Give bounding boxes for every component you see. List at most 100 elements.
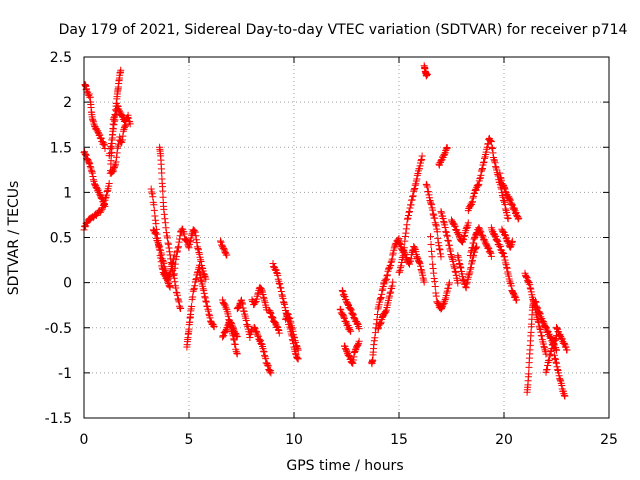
data-point bbox=[113, 153, 121, 161]
data-point bbox=[439, 215, 447, 223]
data-point bbox=[514, 215, 522, 223]
data-point bbox=[204, 305, 212, 313]
data-point bbox=[505, 272, 513, 280]
data-point bbox=[378, 286, 386, 294]
data-point bbox=[478, 164, 486, 172]
data-point bbox=[444, 236, 452, 244]
data-point bbox=[273, 323, 281, 331]
data-point bbox=[230, 335, 238, 343]
data-point bbox=[387, 261, 395, 269]
data-point bbox=[186, 238, 194, 246]
data-point bbox=[469, 256, 476, 264]
data-point bbox=[450, 263, 458, 271]
data-point bbox=[377, 294, 385, 302]
data-point bbox=[438, 209, 446, 217]
data-point bbox=[264, 361, 272, 369]
data-point bbox=[201, 272, 209, 280]
data-point bbox=[465, 270, 473, 278]
data-point bbox=[294, 345, 302, 353]
data-point bbox=[468, 258, 476, 266]
data-point bbox=[464, 219, 472, 227]
data-point bbox=[499, 250, 507, 258]
data-point bbox=[83, 219, 91, 227]
data-point bbox=[120, 125, 128, 133]
data-point bbox=[103, 191, 111, 199]
data-point bbox=[404, 212, 412, 220]
data-point bbox=[243, 321, 251, 329]
data-point bbox=[561, 392, 569, 400]
data-point bbox=[540, 343, 548, 351]
data-point bbox=[192, 275, 200, 283]
data-point bbox=[194, 265, 202, 273]
data-point bbox=[170, 270, 178, 278]
data-point bbox=[532, 298, 539, 306]
data-point bbox=[111, 116, 119, 124]
data-point bbox=[452, 268, 460, 276]
data-point bbox=[550, 351, 558, 359]
data-point bbox=[506, 195, 514, 203]
data-point bbox=[274, 271, 282, 279]
data-point bbox=[284, 310, 292, 318]
data-point bbox=[443, 232, 451, 240]
data-point bbox=[100, 141, 108, 149]
data-point bbox=[150, 206, 158, 214]
data-point bbox=[370, 337, 378, 345]
data-point bbox=[261, 351, 269, 359]
data-point bbox=[455, 231, 463, 239]
data-point bbox=[502, 205, 510, 213]
data-point bbox=[432, 222, 440, 230]
data-point bbox=[199, 285, 207, 293]
data-point bbox=[165, 240, 173, 248]
data-point bbox=[411, 244, 419, 252]
data-point bbox=[259, 290, 267, 298]
data-point bbox=[188, 303, 196, 311]
data-point bbox=[371, 329, 379, 337]
data-point bbox=[419, 271, 427, 279]
data-point bbox=[563, 346, 571, 354]
data-point bbox=[350, 313, 358, 321]
data-point bbox=[428, 247, 436, 255]
data-point bbox=[476, 175, 484, 183]
data-point bbox=[487, 138, 495, 146]
data-point bbox=[454, 279, 462, 287]
data-point bbox=[256, 336, 264, 344]
data-point bbox=[286, 317, 294, 325]
data-point bbox=[502, 259, 510, 267]
data-point bbox=[380, 280, 388, 288]
data-point bbox=[442, 145, 450, 153]
data-point bbox=[378, 290, 386, 298]
data-point bbox=[537, 328, 545, 336]
chart-title: Day 179 of 2021, Sidereal Day-to-day VTE… bbox=[59, 22, 628, 38]
data-point bbox=[423, 70, 431, 78]
data-point bbox=[292, 350, 300, 358]
data-point bbox=[489, 149, 497, 157]
data-point bbox=[403, 221, 411, 229]
data-point bbox=[548, 345, 556, 353]
data-point bbox=[469, 243, 476, 251]
data-point bbox=[431, 219, 439, 227]
data-point bbox=[507, 282, 515, 290]
data-point bbox=[553, 359, 560, 367]
data-point bbox=[433, 298, 441, 306]
data-point bbox=[106, 149, 114, 157]
data-point bbox=[162, 224, 170, 232]
data-point bbox=[556, 376, 564, 384]
data-point bbox=[430, 275, 438, 283]
data-point bbox=[445, 281, 453, 289]
data-point bbox=[126, 120, 134, 128]
data-point bbox=[475, 180, 483, 188]
data-point bbox=[462, 284, 470, 292]
data-point bbox=[291, 334, 299, 342]
data-point bbox=[515, 214, 523, 222]
data-point bbox=[220, 300, 228, 308]
data-point bbox=[255, 336, 263, 344]
data-point bbox=[413, 171, 421, 179]
data-point bbox=[402, 229, 410, 237]
data-point bbox=[151, 229, 159, 237]
data-point bbox=[474, 181, 482, 189]
data-point bbox=[385, 265, 392, 273]
data-point bbox=[160, 210, 168, 218]
data-point bbox=[381, 309, 389, 317]
data-point bbox=[501, 201, 509, 209]
data-point bbox=[467, 264, 475, 272]
